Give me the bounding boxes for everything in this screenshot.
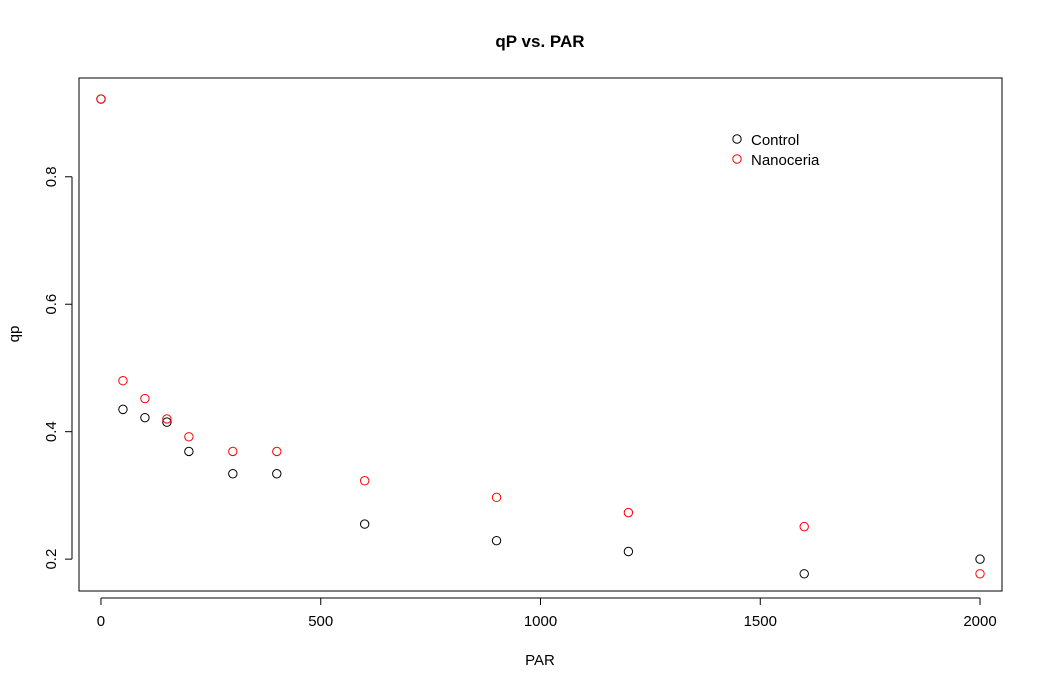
data-point: [140, 393, 150, 404]
series-nanoceria: [96, 94, 985, 579]
data-point: [359, 519, 370, 529]
x-tick-label: 1500: [744, 613, 777, 630]
plot-frame: [78, 77, 1003, 592]
data-point: [184, 432, 194, 442]
legend-marker: [732, 134, 742, 144]
x-axis-label: PAR: [525, 652, 555, 669]
data-point: [491, 535, 502, 546]
y-tick-label: 0.4: [43, 421, 60, 442]
series-control: [96, 94, 985, 579]
y-tick-label: 0.8: [43, 166, 60, 187]
x-tick-label: 0: [97, 613, 105, 630]
data-point: [96, 94, 106, 104]
data-point: [623, 546, 634, 557]
data-point: [140, 412, 150, 423]
data-point: [799, 521, 809, 532]
legend-marker: [732, 154, 742, 164]
chart-title: qP vs. PAR: [495, 32, 584, 51]
data-point: [118, 404, 128, 415]
data-point: [228, 469, 238, 479]
data-point: [118, 376, 128, 386]
data-point: [228, 446, 238, 457]
data-point: [799, 569, 809, 579]
data-point: [162, 417, 172, 427]
data-point: [623, 507, 634, 518]
data-points: [96, 94, 985, 579]
data-point: [491, 492, 502, 503]
data-point: [272, 469, 282, 479]
legend: Control Nanoceria: [732, 132, 820, 169]
legend-label: Nanoceria: [751, 152, 820, 169]
x-tick-label: 2000: [963, 613, 996, 630]
data-point: [975, 554, 985, 564]
legend-label: Control: [751, 132, 799, 149]
x-tick-label: 1000: [524, 613, 557, 630]
x-axis: 0 500 1000 1500 2000: [97, 597, 997, 630]
data-point: [975, 569, 985, 579]
y-axis-label: qp: [6, 326, 23, 343]
y-axis: 0.2 0.4 0.6 0.8: [43, 166, 73, 570]
y-tick-label: 0.2: [43, 549, 60, 570]
x-tick-label: 500: [308, 613, 333, 630]
y-tick-label: 0.6: [43, 294, 60, 315]
data-point: [162, 414, 172, 424]
data-point: [184, 446, 194, 457]
data-point: [272, 446, 282, 457]
data-point: [359, 476, 370, 486]
